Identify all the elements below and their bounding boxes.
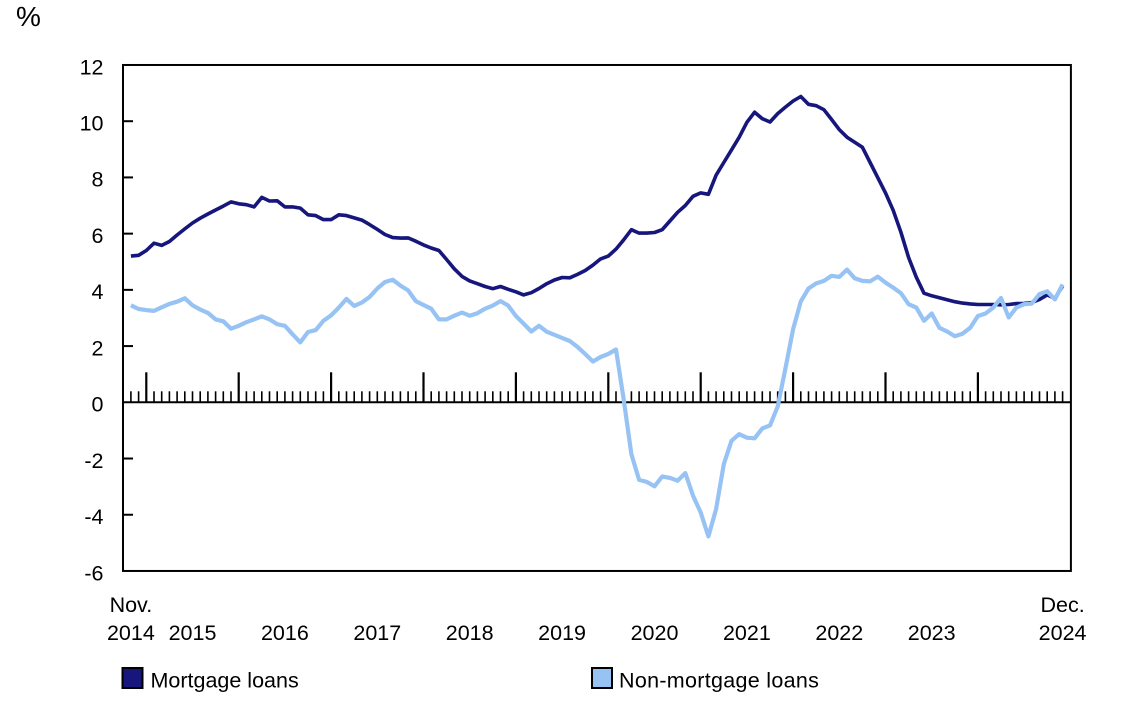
svg-text:2024: 2024 — [1039, 621, 1087, 645]
svg-text:Nov.: Nov. — [110, 593, 153, 617]
svg-text:8: 8 — [92, 168, 104, 192]
svg-text:10: 10 — [80, 112, 104, 136]
svg-text:-6: -6 — [84, 561, 103, 585]
svg-text:2019: 2019 — [538, 621, 586, 645]
svg-text:2020: 2020 — [631, 621, 679, 645]
svg-text:2022: 2022 — [815, 621, 863, 645]
svg-text:2016: 2016 — [261, 621, 309, 645]
svg-text:12: 12 — [80, 55, 104, 79]
svg-text:Dec.: Dec. — [1040, 593, 1084, 617]
svg-text:%: % — [16, 1, 41, 32]
svg-text:2023: 2023 — [908, 621, 956, 645]
svg-text:Non-mortgage loans: Non-mortgage loans — [619, 669, 819, 693]
svg-text:6: 6 — [92, 224, 104, 248]
svg-text:4: 4 — [92, 280, 104, 304]
svg-text:-4: -4 — [84, 505, 103, 529]
svg-text:2017: 2017 — [353, 621, 401, 645]
svg-text:2015: 2015 — [169, 621, 217, 645]
svg-text:Mortgage loans: Mortgage loans — [151, 669, 299, 693]
svg-text:0: 0 — [92, 393, 104, 417]
svg-text:-2: -2 — [84, 449, 103, 473]
svg-text:2018: 2018 — [446, 621, 494, 645]
svg-text:2: 2 — [92, 336, 104, 360]
svg-text:2014: 2014 — [107, 621, 155, 645]
svg-text:2021: 2021 — [723, 621, 771, 645]
